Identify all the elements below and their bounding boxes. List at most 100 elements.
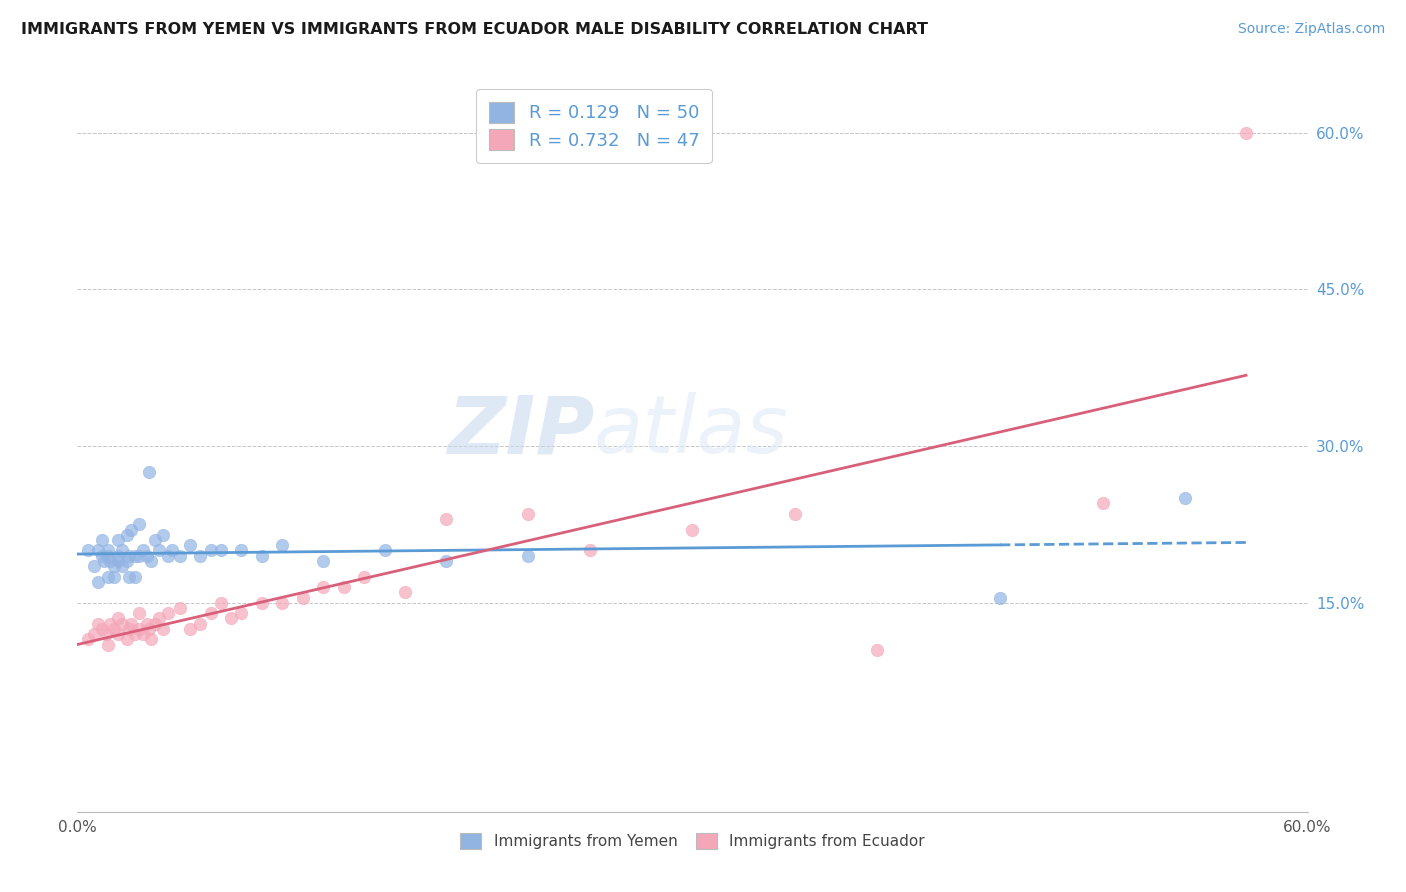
Point <box>117 549 139 563</box>
Point <box>128 517 150 532</box>
Point <box>143 616 166 631</box>
Point <box>374 543 396 558</box>
Point <box>152 528 174 542</box>
Point <box>90 533 114 547</box>
Point <box>160 543 183 558</box>
Point <box>682 523 704 537</box>
Point <box>436 512 458 526</box>
Point <box>169 549 191 563</box>
Point <box>138 465 160 479</box>
Point <box>866 642 889 657</box>
Point <box>169 601 191 615</box>
Point <box>111 616 134 631</box>
Point <box>111 559 134 574</box>
Point <box>156 549 179 563</box>
Point <box>115 632 138 647</box>
Point <box>117 569 139 583</box>
Point <box>87 543 110 558</box>
Point <box>103 569 125 583</box>
Point <box>97 543 120 558</box>
Point <box>250 549 273 563</box>
Point <box>107 627 129 641</box>
Point <box>87 616 110 631</box>
Text: IMMIGRANTS FROM YEMEN VS IMMIGRANTS FROM ECUADOR MALE DISABILITY CORRELATION CHA: IMMIGRANTS FROM YEMEN VS IMMIGRANTS FROM… <box>21 22 928 37</box>
Point <box>136 549 159 563</box>
Point <box>394 585 416 599</box>
Point <box>94 627 117 641</box>
Point <box>107 554 129 568</box>
Point <box>250 596 273 610</box>
Point <box>156 606 179 620</box>
Point <box>90 549 114 563</box>
Point <box>141 554 163 568</box>
Point <box>517 549 540 563</box>
Point <box>107 533 129 547</box>
Y-axis label: Male Disability: Male Disability <box>0 390 7 502</box>
Point <box>103 559 125 574</box>
Point <box>353 569 375 583</box>
Point <box>1091 496 1114 510</box>
Point <box>87 574 110 589</box>
Point <box>103 622 125 636</box>
Point <box>209 543 232 558</box>
Point <box>97 549 120 563</box>
Point <box>312 580 335 594</box>
Point <box>179 538 201 552</box>
Point <box>111 543 134 558</box>
Point <box>97 569 120 583</box>
Point <box>124 569 146 583</box>
Point <box>128 549 150 563</box>
Point <box>138 622 160 636</box>
Point <box>143 533 166 547</box>
Text: ZIP: ZIP <box>447 392 595 470</box>
Point <box>90 622 114 636</box>
Point <box>231 543 253 558</box>
Point <box>98 554 121 568</box>
Point <box>124 627 146 641</box>
Point <box>200 543 222 558</box>
Point <box>124 549 146 563</box>
Point <box>120 523 142 537</box>
Point <box>783 507 806 521</box>
Text: Source: ZipAtlas.com: Source: ZipAtlas.com <box>1237 22 1385 37</box>
Point <box>436 554 458 568</box>
Point <box>128 606 150 620</box>
Point <box>271 538 294 552</box>
Point <box>188 549 212 563</box>
Point <box>152 622 174 636</box>
Point <box>115 528 138 542</box>
Point <box>312 554 335 568</box>
Point <box>120 616 142 631</box>
Point <box>1174 491 1197 506</box>
Point <box>132 543 155 558</box>
Point <box>291 591 314 605</box>
Point <box>136 616 159 631</box>
Point <box>98 616 121 631</box>
Point <box>579 543 602 558</box>
Point <box>200 606 222 620</box>
Point <box>107 549 129 563</box>
Point <box>179 622 201 636</box>
Point <box>1234 126 1257 140</box>
Point <box>517 507 540 521</box>
Point <box>97 638 120 652</box>
Point <box>132 627 155 641</box>
Point <box>209 596 232 610</box>
Point <box>117 622 139 636</box>
Point <box>148 543 170 558</box>
Point <box>107 611 129 625</box>
Point <box>141 632 163 647</box>
Point <box>271 596 294 610</box>
Point <box>83 627 105 641</box>
Point <box>83 559 105 574</box>
Point <box>333 580 356 594</box>
Point <box>76 543 98 558</box>
Text: atlas: atlas <box>595 392 789 470</box>
Point <box>128 622 150 636</box>
Point <box>93 554 115 568</box>
Point <box>231 606 253 620</box>
Point <box>188 616 212 631</box>
Point <box>988 591 1011 605</box>
Point <box>115 554 138 568</box>
Point <box>219 611 242 625</box>
